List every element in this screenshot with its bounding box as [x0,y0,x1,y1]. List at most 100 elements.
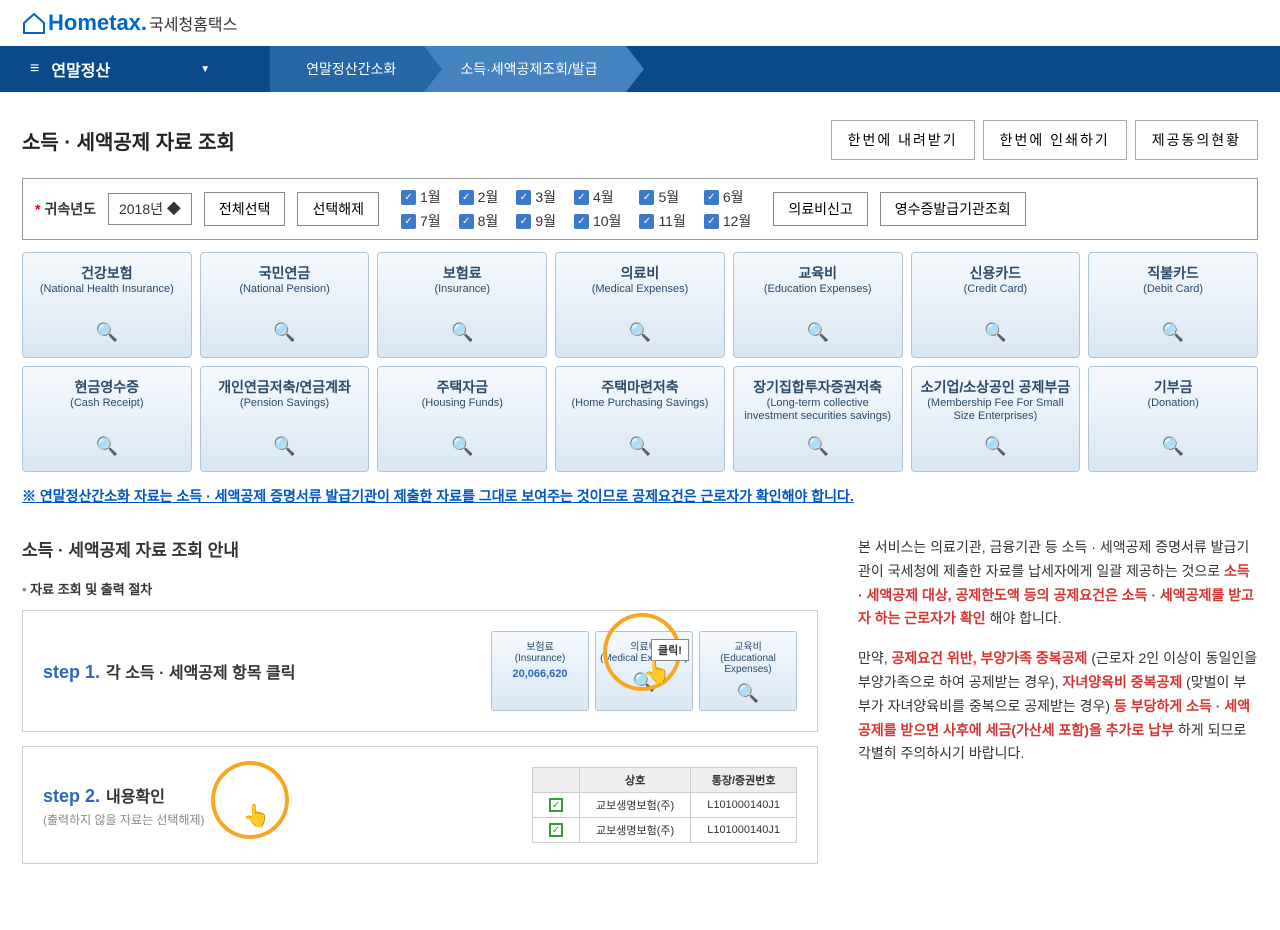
category-card[interactable]: 주택자금(Housing Funds)🔍 [377,366,547,472]
month-checkbox-8[interactable]: ✓8월 [459,211,499,231]
step-1-num: step 1. [43,662,100,682]
category-card[interactable]: 교육비(Education Expenses)🔍 [733,252,903,358]
receipt-org-button[interactable]: 영수증발급기관조회 [880,192,1026,226]
search-icon: 🔍 [451,322,473,343]
download-all-button[interactable]: 한번에 내려받기 [831,120,975,160]
check-icon: ✓ [574,214,589,229]
step-1-box: step 1. 각 소득 · 세액공제 항목 클릭 보험료(Insurance)2… [22,610,818,732]
logo[interactable]: Hometax. 국세청홈택스 [20,10,1260,36]
category-card[interactable]: 국민연금(National Pension)🔍 [200,252,370,358]
guide-section: 소득 · 세액공제 자료 조회 안내 자료 조회 및 출력 절차 step 1.… [22,536,1258,878]
month-checkbox-12[interactable]: ✓12월 [704,211,751,231]
search-icon: 🔍 [1162,322,1184,343]
nav-bar: ≡ 연말정산 ▼ 연말정산간소화 소득·세액공제조회/발급 [0,46,1280,92]
search-icon: 🔍 [806,322,828,343]
print-all-button[interactable]: 한번에 인쇄하기 [983,120,1127,160]
check-icon: ✓ [459,214,474,229]
month-checkbox-9[interactable]: ✓9월 [516,211,556,231]
info-paragraph-1: 본 서비스는 의료기관, 금융기관 등 소득 · 세액공제 증명서류 발급기관이… [858,536,1258,631]
search-icon: 🔍 [96,436,118,457]
search-icon: 🔍 [451,436,473,457]
category-card[interactable]: 건강보험(National Health Insurance)🔍 [22,252,192,358]
category-card[interactable]: 주택마련저축(Home Purchasing Savings)🔍 [555,366,725,472]
month-checkboxes: ✓1월 ✓2월 ✓3월 ✓4월 ✓5월 ✓6월 ✓7월 ✓8월 ✓9월 ✓10월 ✓11월 ✓12월 [401,187,751,231]
search-icon: 🔍 [273,436,295,457]
category-card[interactable]: 현금영수증(Cash Receipt)🔍 [22,366,192,472]
logo-main: Hometax. [48,10,147,36]
breadcrumb-1[interactable]: 연말정산간소화 [270,46,424,92]
step-2-desc: 내용확인 [106,789,165,806]
month-checkbox-1[interactable]: ✓1월 [401,187,441,207]
nav-main-menu[interactable]: ≡ 연말정산 ▼ [0,46,270,92]
category-card[interactable]: 신용카드(Credit Card)🔍 [911,252,1081,358]
check-icon: ✓ [516,214,531,229]
search-icon: 🔍 [984,436,1006,457]
category-card[interactable]: 개인연금저축/연금계좌(Pension Savings)🔍 [200,366,370,472]
check-icon: ✓ [639,214,654,229]
category-cards: 건강보험(National Health Insurance)🔍국민연금(Nat… [22,252,1258,472]
category-card[interactable]: 장기집합투자증권저축(Long-term collective investme… [733,366,903,472]
check-icon: ✓ [401,190,416,205]
house-icon [20,11,48,35]
info-panel: 본 서비스는 의료기관, 금융기관 등 소득 · 세액공제 증명서류 발급기관이… [858,536,1258,878]
check-icon: ✓ [401,214,416,229]
search-icon: 🔍 [1162,436,1184,457]
category-card[interactable]: 보험료(Insurance)🔍 [377,252,547,358]
filter-bar: *귀속년도 2018년 ◆ 전체선택 선택해제 ✓1월✓2월✓3월✓4월✓5월✓… [22,178,1258,240]
header: Hometax. 국세청홈택스 [0,0,1280,46]
category-card[interactable]: 의료비(Medical Expenses)🔍 [555,252,725,358]
cursor-hand-icon: 👆 [243,803,270,829]
year-label: *귀속년도 [35,199,96,219]
page-title: 소득 · 세액공제 자료 조회 [22,126,235,155]
check-icon: ✓ [459,190,474,205]
search-icon: 🔍 [984,322,1006,343]
breadcrumb-2[interactable]: 소득·세액공제조회/발급 [424,46,625,92]
mini-table: 상호통장/증권번호 ✓교보생명보험(주)L101000140J1 ✓교보생명보험… [532,767,797,843]
guide-left: 소득 · 세액공제 자료 조회 안내 자료 조회 및 출력 절차 step 1.… [22,536,818,878]
month-checkbox-6[interactable]: ✓6월 [704,187,751,207]
month-checkbox-7[interactable]: ✓7월 [401,211,441,231]
hamburger-icon: ≡ [30,60,39,78]
check-icon: ✓ [516,190,531,205]
select-all-button[interactable]: 전체선택 [204,192,286,226]
search-icon: 🔍 [806,436,828,457]
step-2-num: step 2. [43,786,100,806]
deselect-button[interactable]: 선택해제 [297,192,379,226]
month-checkbox-3[interactable]: ✓3월 [516,187,556,207]
check-icon: ✓ [704,214,719,229]
search-icon: 🔍 [629,322,651,343]
mini-card-education: 교육비(Educational Expenses)🔍 [699,631,797,711]
month-checkbox-10[interactable]: ✓10월 [574,211,621,231]
step-1-visual: 보험료(Insurance)20,066,620 의료비(Medical Exp… [316,631,797,711]
step-2-note: (출력하지 않을 자료는 선택해제) [43,811,205,828]
title-buttons: 한번에 내려받기 한번에 인쇄하기 제공동의현황 [831,120,1258,160]
category-card[interactable]: 소기업/소상공인 공제부금(Membership Fee For Small S… [911,366,1081,472]
logo-sub: 국세청홈택스 [149,11,237,35]
month-checkbox-2[interactable]: ✓2월 [459,187,499,207]
month-checkbox-11[interactable]: ✓11월 [639,211,685,231]
chevron-down-icon: ▼ [200,64,210,75]
month-checkbox-4[interactable]: ✓4월 [574,187,621,207]
guide-title: 소득 · 세액공제 자료 조회 안내 [22,536,818,561]
title-row: 소득 · 세액공제 자료 조회 한번에 내려받기 한번에 인쇄하기 제공동의현황 [0,92,1280,178]
check-icon: ✓ [574,190,589,205]
consent-status-button[interactable]: 제공동의현황 [1135,120,1258,160]
info-paragraph-2: 만약, 공제요건 위반, 부양가족 중복공제 (근로자 2인 이상이 동일인을 … [858,647,1258,766]
search-icon: 🔍 [629,436,651,457]
step-2-box: step 2. 내용확인 (출력하지 않을 자료는 선택해제) 상호통장/증권번호… [22,746,818,864]
click-bubble: 클릭! [651,639,689,661]
step-2-visual: 상호통장/증권번호 ✓교보생명보험(주)L101000140J1 ✓교보생명보험… [225,767,797,843]
month-checkbox-5[interactable]: ✓5월 [639,187,685,207]
mini-card-insurance: 보험료(Insurance)20,066,620 [491,631,589,711]
notice-link[interactable]: ※ 연말정산간소화 자료는 소득 · 세액공제 증명서류 발급기관이 제출한 자… [22,486,1258,506]
search-icon: 🔍 [96,322,118,343]
category-card[interactable]: 기부금(Donation)🔍 [1088,366,1258,472]
nav-main-label: 연말정산 [51,57,110,81]
guide-subtitle: 자료 조회 및 출력 절차 [22,579,818,598]
year-select[interactable]: 2018년 ◆ [108,193,192,225]
check-icon: ✓ [704,190,719,205]
category-card[interactable]: 직불카드(Debit Card)🔍 [1088,252,1258,358]
cursor-hand-icon: 👆 [643,659,670,685]
step-1-desc: 각 소득 · 세액공제 항목 클릭 [106,665,295,682]
medical-report-button[interactable]: 의료비신고 [773,192,867,226]
